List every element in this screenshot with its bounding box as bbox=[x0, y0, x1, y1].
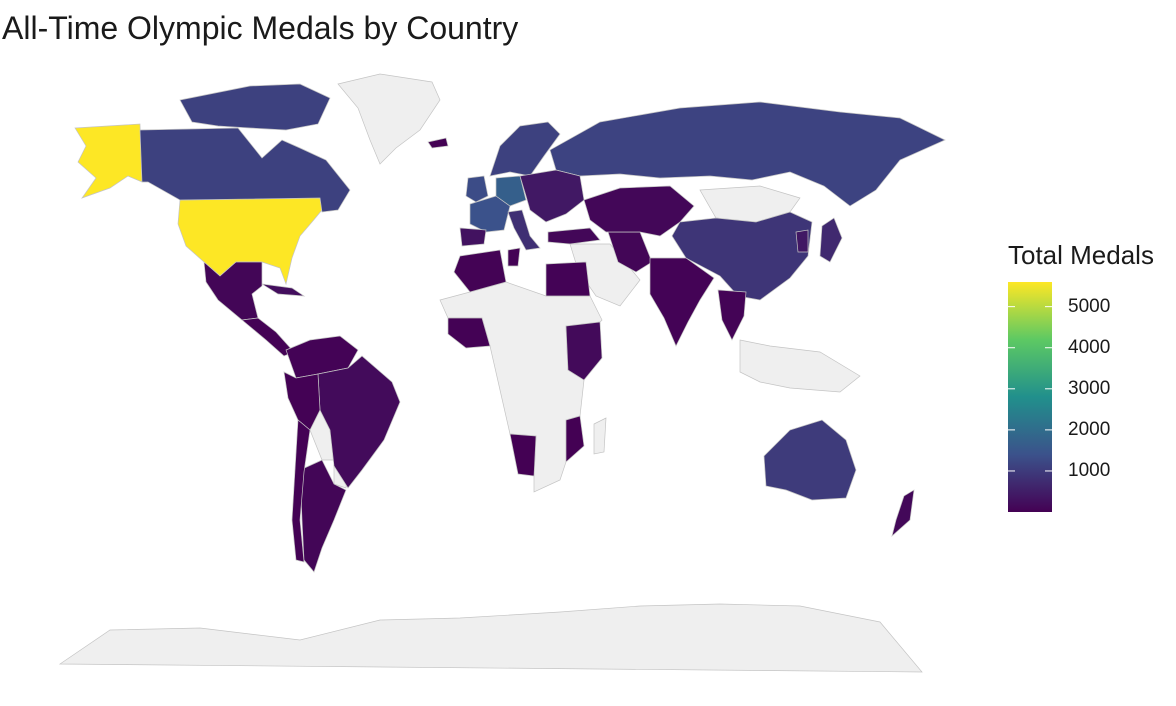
region-indonesia-philippines: Indonesia / Philippines bbox=[739, 339, 861, 393]
region-germany: Germany bbox=[495, 175, 527, 207]
region-argentina: Argentina bbox=[299, 459, 347, 573]
region-kazakhstan-central-asia: Kazakhstan / Central Asia bbox=[583, 185, 695, 237]
region-russia: Russia bbox=[549, 101, 946, 207]
region-turkey: Turkey bbox=[547, 227, 601, 245]
region-cuba: Cuba bbox=[261, 283, 306, 297]
region-scandinavia: Scandinavia bbox=[489, 121, 561, 177]
legend-gradient bbox=[1008, 282, 1052, 512]
region-kenya-ethiopia: Kenya / Ethiopia bbox=[565, 321, 603, 381]
region-namibia: Namibia bbox=[509, 433, 537, 477]
region-korea: Korea bbox=[795, 229, 809, 253]
region-mexico: Mexico bbox=[203, 261, 263, 321]
region-mozambique: Mozambique bbox=[565, 415, 585, 463]
region-iceland: Iceland bbox=[427, 137, 449, 149]
legend-tick-label: 2000 bbox=[1068, 418, 1111, 440]
region-greenland: Greenland bbox=[337, 73, 441, 165]
region-great-britain: Great Britain bbox=[465, 175, 489, 203]
region-canadian-arctic-islands: Canadian Arctic Islands bbox=[179, 83, 331, 131]
legend: Total Medals 1000 2000 3000 4000 5000 bbox=[1008, 240, 1154, 512]
region-morocco-algeria: Morocco / Algeria bbox=[453, 249, 507, 293]
region-chile: Chile bbox=[291, 419, 311, 563]
legend-color-bar bbox=[1008, 282, 1052, 512]
region-eastern-europe: Eastern Europe bbox=[519, 169, 585, 223]
region-thailand-southeast-asia: Thailand / Southeast Asia bbox=[717, 289, 747, 341]
legend-tick-label: 4000 bbox=[1068, 336, 1111, 358]
region-canada: Canada bbox=[139, 127, 351, 213]
region-peru: Peru bbox=[283, 371, 321, 431]
region-alaska: Alaska bbox=[74, 123, 143, 199]
legend-title: Total Medals bbox=[1008, 240, 1154, 270]
region-india: India bbox=[649, 257, 715, 347]
region-usa: USA bbox=[177, 197, 323, 286]
region-antarctica: Antarctica bbox=[58, 603, 923, 673]
region-tunisia: Tunisia bbox=[507, 247, 521, 267]
region-brazil: Brazil bbox=[317, 355, 401, 489]
region-madagascar: Madagascar bbox=[593, 417, 607, 455]
region-australia: Australia bbox=[763, 419, 857, 501]
legend-tick-label: 3000 bbox=[1068, 377, 1111, 399]
region-new-zealand: New Zealand bbox=[891, 489, 915, 538]
legend-tick-label: 5000 bbox=[1068, 295, 1111, 317]
page-title: All-Time Olympic Medals by Country bbox=[2, 10, 519, 46]
region-spain: Spain bbox=[459, 227, 487, 247]
region-egypt: Egypt bbox=[545, 261, 591, 297]
legend-tick-label: 1000 bbox=[1068, 459, 1111, 481]
region-italy: Italy bbox=[507, 209, 541, 251]
region-japan: Japan bbox=[819, 217, 843, 263]
region-west-africa: West Africa bbox=[447, 317, 491, 349]
